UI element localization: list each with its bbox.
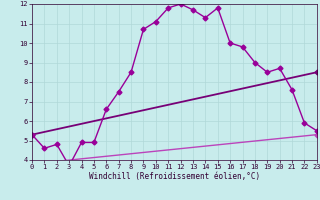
- X-axis label: Windchill (Refroidissement éolien,°C): Windchill (Refroidissement éolien,°C): [89, 172, 260, 181]
